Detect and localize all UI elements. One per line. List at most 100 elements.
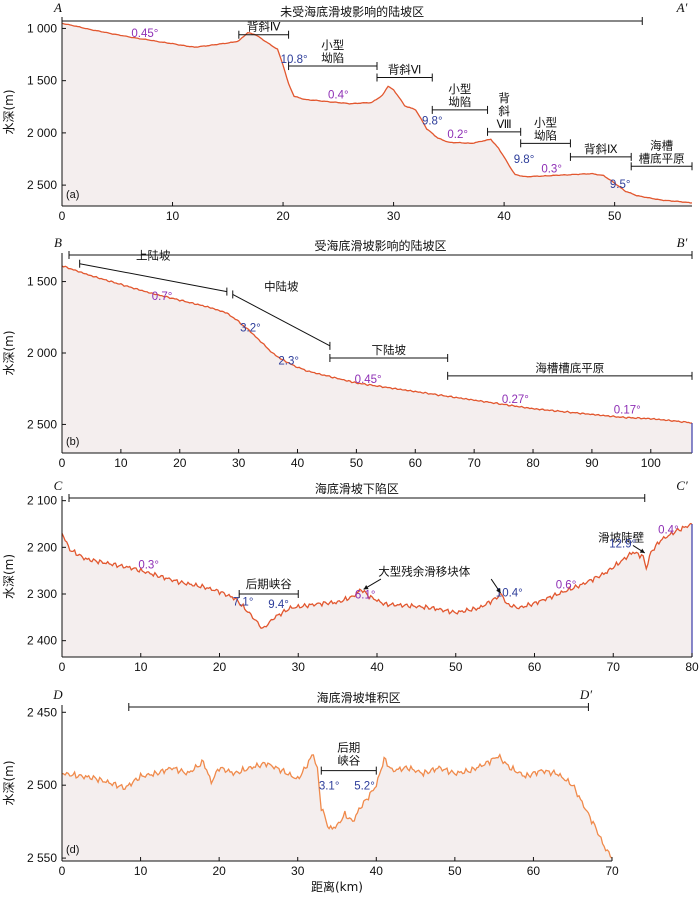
seafloor-fill: [62, 754, 612, 861]
x-tick-label: 50: [350, 456, 364, 470]
zone-label: 海底滑坡堆积区: [317, 690, 401, 705]
y-tick-label: 2 000: [27, 126, 57, 140]
y-axis-title: 水深(m): [2, 89, 16, 134]
seafloor-fill: [62, 265, 692, 453]
annotation-label: 大型残余滑移块体: [378, 564, 470, 578]
slope-angle-label: 3.1°: [319, 781, 340, 793]
x-tick-label: 80: [685, 660, 699, 674]
profile-end-label: B′: [677, 235, 688, 250]
annotation-label: 滑坡陡壁: [598, 531, 644, 545]
profile-start-label: C: [54, 478, 63, 493]
slope-angle-label: 0.3°: [541, 164, 562, 176]
x-tick-label: 60: [528, 660, 542, 674]
y-tick-label: 2 300: [27, 587, 57, 601]
x-tick-label: 50: [608, 209, 622, 223]
x-tick-label: 40: [370, 660, 384, 674]
x-tick-label: 50: [449, 660, 463, 674]
x-tick-label: 10: [114, 456, 128, 470]
x-tick-label: 40: [370, 864, 384, 878]
zone-label: 受海底滑坡影响的陆坡区: [314, 238, 446, 253]
x-tick-label: 30: [232, 456, 246, 470]
y-tick-label: 2 500: [27, 178, 57, 192]
slope-angle-label: 12.9°: [609, 538, 636, 550]
annotation-label: 后期峡谷: [337, 741, 360, 768]
profile-start-label: D: [52, 687, 63, 702]
slope-angle-label: 9.4°: [268, 599, 289, 611]
x-tick-label: 0: [59, 660, 66, 674]
segment-label: 小型坳陷: [321, 38, 344, 65]
x-tick-label: 0: [59, 209, 66, 223]
slope-angle-label: 9.5°: [610, 179, 631, 191]
panel-label: (d): [66, 844, 79, 856]
segment-label: 背斜Ⅸ: [584, 142, 618, 156]
profile-panel-4: 0 10 20 30 40 50 60 70 2 450 2 500 2 550 水深(m) D D′ 海底…: [2, 687, 619, 894]
x-axis-title: 距离(km): [311, 879, 363, 894]
profile-end-label: A′: [676, 0, 688, 15]
y-axis-title: 水深(m): [2, 760, 16, 805]
callout-arrowhead: [496, 588, 501, 594]
slope-angle-label: 0.2°: [447, 129, 468, 141]
x-tick-label: 50: [448, 864, 462, 878]
y-tick-label: 2 450: [27, 705, 57, 719]
x-tick-label: 0: [59, 864, 66, 878]
x-tick-label: 60: [409, 456, 423, 470]
zone-label: 未受海底滑坡影响的陆坡区: [280, 4, 424, 19]
slope-angle-label: 3.2°: [240, 323, 261, 335]
seafloor-fill: [62, 23, 692, 207]
profile-panel-2: 0 10 20 30 40 50 60 70 80 90 100 1 500 2 000 2 500 水深(…: [2, 235, 693, 470]
x-tick-label: 0: [59, 456, 66, 470]
slope-angle-label: 0.45°: [131, 28, 158, 40]
y-tick-label: 2 550: [27, 851, 57, 865]
x-tick-label: 40: [497, 209, 511, 223]
profile-end-label: C′: [676, 478, 688, 493]
y-axis-title: 水深(m): [2, 330, 16, 375]
y-tick-label: 1 000: [27, 21, 57, 35]
x-tick-label: 30: [291, 864, 305, 878]
y-tick-label: 2 100: [27, 494, 57, 508]
slope-angle-label: 9.8°: [514, 154, 535, 166]
segment-label: 背斜Ⅳ: [247, 20, 281, 34]
slope-angle-label: 6.1°: [355, 590, 376, 602]
x-tick-label: 90: [585, 456, 599, 470]
slope-angle-label: 0.4°: [328, 89, 349, 101]
y-tick-label: 1 500: [27, 275, 57, 289]
segment-label: 中陆坡: [264, 279, 299, 293]
segment-label: 海槽槽底平原: [639, 138, 685, 165]
segment-label: 上陆坡: [136, 249, 171, 263]
callout-arrowhead: [363, 585, 369, 590]
x-tick-label: 10: [134, 660, 148, 674]
y-tick-label: 2 400: [27, 634, 57, 648]
x-tick-label: 10: [166, 209, 180, 223]
annotation-label: 后期峡谷: [246, 577, 292, 591]
seafloor-profile-line: [61, 522, 693, 630]
callout-arrowhead: [639, 548, 645, 553]
segment-label: 下陆坡: [372, 343, 407, 357]
y-tick-label: 1 500: [27, 74, 57, 88]
slope-angle-label: 0.3°: [138, 559, 159, 571]
segment-bracket: [79, 263, 227, 293]
slope-angle-label: 7.1°: [233, 597, 254, 609]
x-tick-label: 20: [213, 660, 227, 674]
slope-angle-label: 2.3°: [278, 355, 299, 367]
x-tick-label: 60: [527, 864, 541, 878]
x-tick-label: 20: [173, 456, 187, 470]
x-tick-label: 80: [526, 456, 540, 470]
y-axis-title: 水深(m): [2, 554, 16, 599]
x-tick-label: 70: [467, 456, 481, 470]
slope-angle-label: 0.45°: [355, 374, 382, 386]
y-tick-label: 2 500: [27, 778, 57, 792]
slope-angle-label: 0.17°: [614, 405, 641, 417]
y-tick-label: 2 000: [27, 346, 57, 360]
segment-bracket: [232, 293, 331, 347]
seafloor-fill: [62, 523, 692, 657]
x-tick-label: 70: [607, 660, 621, 674]
x-tick-label: 20: [276, 209, 290, 223]
seafloor-profile-line: [61, 753, 613, 859]
seafloor-profile-line: [61, 265, 693, 424]
slope-angle-label: 9.8°: [422, 116, 443, 128]
y-tick-label: 2 200: [27, 540, 57, 554]
panel-label: (b): [66, 436, 79, 448]
x-tick-label: 40: [291, 456, 305, 470]
slope-angle-label: 0.4°: [658, 524, 679, 536]
